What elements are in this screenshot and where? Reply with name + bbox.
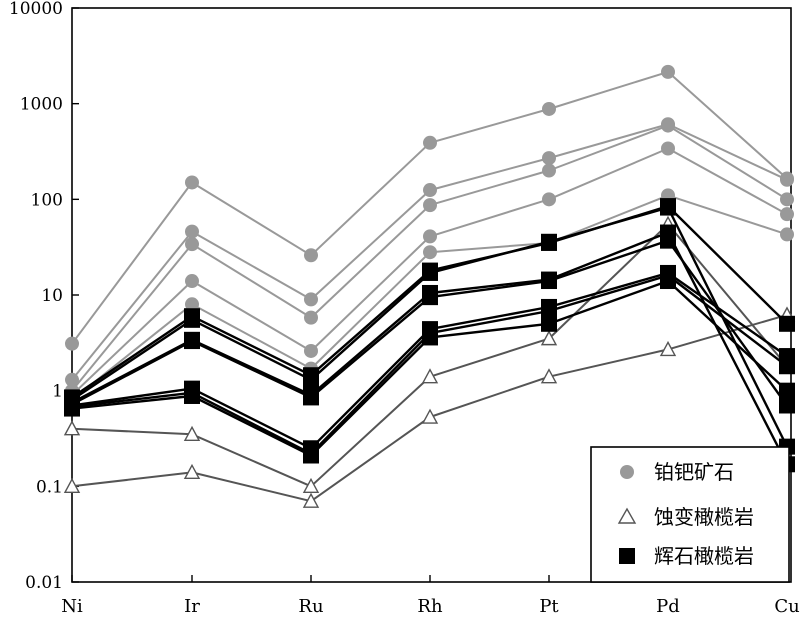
data-point-triangle	[540, 368, 558, 384]
y-tick-label: 0.1	[36, 477, 63, 497]
data-point-square	[779, 358, 795, 375]
y-tick-label: 10000	[9, 0, 63, 19]
data-point-circle	[542, 192, 556, 207]
data-point-circle	[542, 101, 556, 116]
data-point-circle	[304, 343, 318, 358]
data-point-square	[541, 303, 557, 320]
data-point-square	[184, 387, 200, 404]
y-tick-label: 0.01	[25, 573, 63, 593]
data-point-circle	[423, 135, 437, 150]
y-tick-label: 1000	[20, 95, 63, 115]
data-point-circle	[423, 245, 437, 260]
data-point-square	[422, 329, 438, 346]
data-point-circle	[542, 163, 556, 178]
data-point-circle	[185, 175, 199, 190]
x-tick-label: Cu	[774, 596, 799, 617]
legend-label-altered-peridotite: 蚀变橄榄岩	[654, 505, 754, 529]
data-point-circle	[780, 207, 794, 222]
series-layer	[63, 64, 796, 508]
data-point-square	[779, 397, 795, 414]
data-point-circle	[423, 198, 437, 213]
x-tick-label: Ru	[298, 596, 323, 617]
data-point-triangle	[421, 408, 439, 424]
data-point-triangle	[302, 492, 320, 508]
data-point-square	[303, 371, 319, 388]
data-point-square	[541, 233, 557, 250]
data-point-triangle	[63, 477, 81, 494]
data-point-circle	[185, 297, 199, 312]
data-point-triangle	[302, 477, 320, 494]
legend-circle-marker	[620, 465, 634, 479]
data-point-square	[184, 311, 200, 328]
data-point-square	[660, 273, 676, 290]
data-point-square	[64, 400, 80, 417]
data-point-square	[660, 232, 676, 249]
data-point-square	[422, 264, 438, 281]
data-point-square	[422, 289, 438, 306]
data-point-triangle	[421, 368, 439, 384]
x-tick-label: Pt	[539, 596, 559, 617]
data-point-circle	[304, 292, 318, 307]
data-point-circle	[65, 336, 79, 351]
y-tick-label: 10	[41, 286, 63, 306]
data-point-circle	[185, 274, 199, 289]
data-point-circle	[780, 227, 794, 242]
data-point-triangle	[659, 340, 677, 357]
data-point-circle	[780, 192, 794, 207]
data-point-circle	[661, 141, 675, 156]
y-axis: 0.01 0.1 1 10 100 1000 10000	[9, 0, 79, 593]
data-point-circle	[65, 372, 79, 387]
data-point-circle	[780, 172, 794, 187]
data-point-square	[660, 199, 676, 216]
legend-triangle-marker	[617, 507, 637, 524]
legend: 铂钯矿石 蚀变橄榄岩 辉石橄榄岩	[590, 446, 790, 583]
data-point-circle	[661, 64, 675, 79]
data-point-circle	[185, 224, 199, 239]
x-tick-label: Rh	[417, 596, 443, 617]
data-point-circle	[185, 237, 199, 252]
data-point-circle	[423, 183, 437, 198]
data-point-circle	[304, 248, 318, 263]
data-point-circle	[542, 151, 556, 166]
data-point-square	[541, 315, 557, 332]
data-point-circle	[304, 310, 318, 325]
legend-square-marker	[619, 548, 635, 564]
legend-label-pyroxene-peridotite: 辉石橄榄岩	[654, 544, 754, 568]
data-point-square	[184, 333, 200, 350]
data-point-square	[779, 315, 795, 332]
x-tick-label: Ir	[184, 596, 200, 617]
data-point-square	[541, 273, 557, 290]
data-point-triangle	[183, 425, 201, 441]
x-tick-label: Ni	[61, 596, 83, 617]
data-point-square	[303, 389, 319, 406]
legend-label-ore: 铂钯矿石	[654, 460, 734, 484]
data-point-triangle	[63, 420, 81, 436]
data-point-triangle	[183, 463, 201, 480]
data-point-square	[779, 382, 795, 399]
data-point-circle	[661, 118, 675, 133]
x-tick-label: Pd	[656, 596, 680, 617]
data-point-square	[303, 447, 319, 464]
data-point-circle	[423, 229, 437, 244]
x-axis: Ni Ir Ru Rh Pt Pd Cu	[61, 575, 800, 617]
data-point-triangle	[540, 330, 558, 346]
y-tick-label: 100	[31, 190, 63, 210]
y-tick-label: 1	[52, 382, 63, 402]
